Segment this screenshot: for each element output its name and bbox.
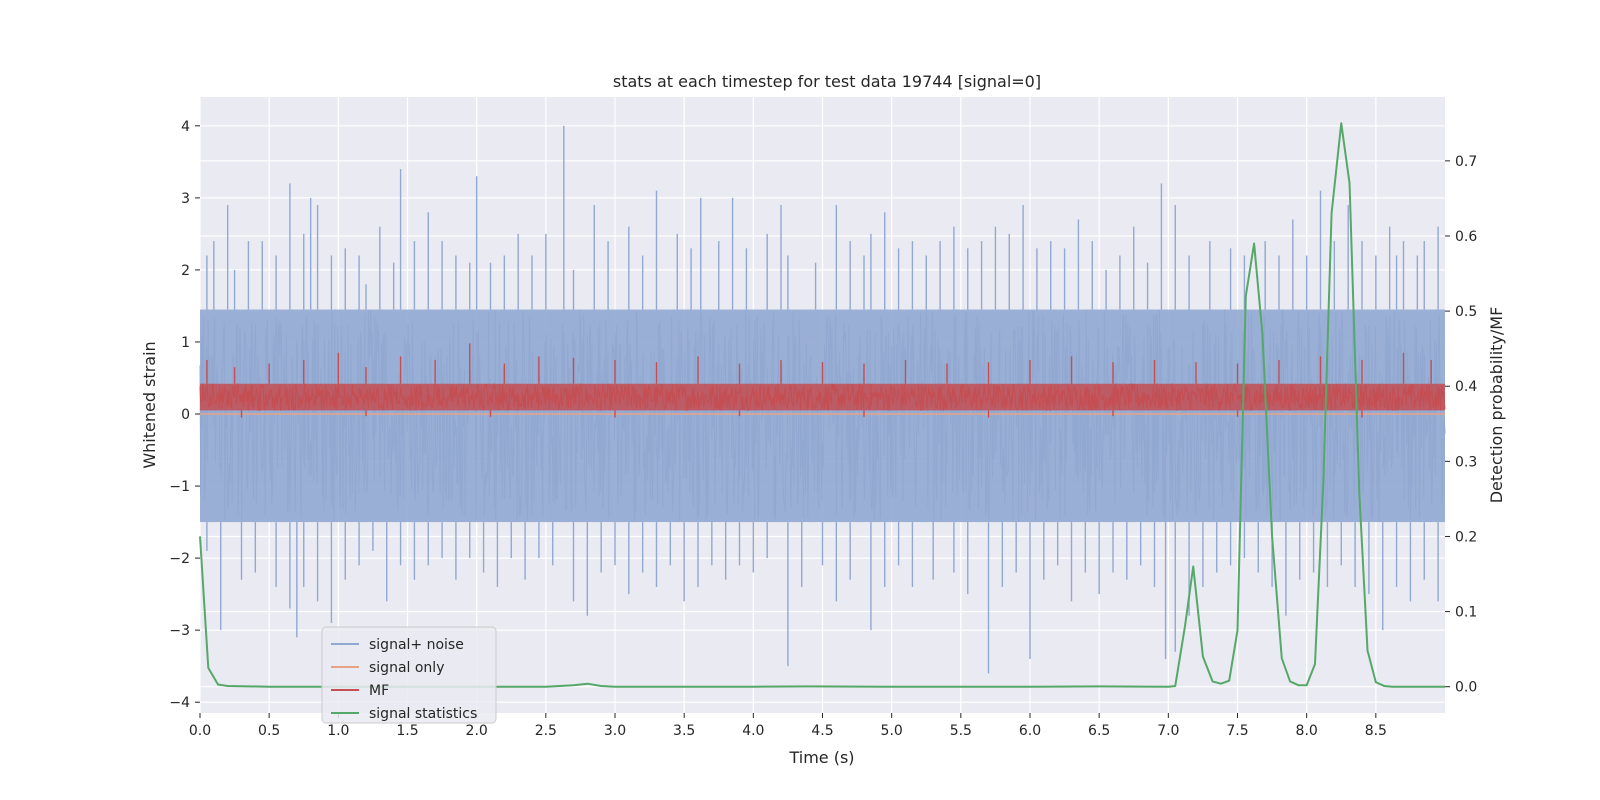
- legend: signal+ noise signal only MF signal statist…: [321, 626, 497, 724]
- y-tick-label: −2: [169, 551, 190, 567]
- x-tick-label: 5.5: [950, 723, 972, 739]
- series-signal-plus-noise: [199, 125, 1446, 674]
- y-tick-label: −3: [169, 623, 190, 639]
- x-tick-label: 5.0: [881, 723, 903, 739]
- legend-label-noise: signal+ noise: [369, 637, 464, 653]
- y2-tick-label: 0.5: [1455, 304, 1477, 320]
- legend-box: [321, 626, 497, 724]
- x-axis-label: Time (s): [788, 748, 854, 767]
- y2-axis-label: Detection probability/MF: [1487, 307, 1506, 504]
- x-tick-label: 4.0: [742, 723, 764, 739]
- x-tick-label: 2.5: [535, 723, 557, 739]
- y2-tick-label: 0.4: [1455, 379, 1477, 395]
- chart-title: stats at each timestep for test data 197…: [613, 72, 1041, 91]
- x-tick-label: 6.0: [1019, 723, 1041, 739]
- y2-tick-label: 0.3: [1455, 454, 1477, 470]
- x-tick-label: 0.0: [189, 723, 211, 739]
- legend-label-mf: MF: [369, 683, 389, 699]
- y2-tick-label: 0.1: [1455, 605, 1477, 621]
- x-tick-label: 4.5: [811, 723, 833, 739]
- mf-trace: [199, 383, 1446, 411]
- y2-tick-label: 0.6: [1455, 229, 1477, 245]
- x-tick-label: 6.5: [1088, 723, 1110, 739]
- series-mf: [199, 343, 1446, 418]
- series-signal-statistics: [199, 122, 1445, 688]
- x-tick-label: 8.0: [1296, 723, 1318, 739]
- x-tick-label: 7.0: [1157, 723, 1179, 739]
- y2-tick-label: 0.2: [1455, 529, 1477, 545]
- y-tick-label: −1: [169, 479, 190, 495]
- y2-tick-label: 0.7: [1455, 154, 1477, 170]
- y-axis-label: Whitened strain: [140, 341, 159, 468]
- y-axis-ticks: 4 3 2 1 0 −1 −2 −3 −4: [169, 119, 200, 711]
- x-tick-label: 2.0: [466, 723, 488, 739]
- y-tick-label: 3: [181, 191, 190, 207]
- x-tick-label: 1.5: [396, 723, 418, 739]
- y-tick-label: 0: [181, 407, 190, 423]
- y2-tick-label: 0.0: [1455, 680, 1477, 696]
- x-tick-label: 3.0: [604, 723, 626, 739]
- x-tick-label: 1.0: [327, 723, 349, 739]
- y-tick-label: 4: [181, 119, 190, 135]
- y-tick-label: −4: [169, 695, 190, 711]
- x-tick-label: 3.5: [673, 723, 695, 739]
- y-tick-label: 2: [181, 263, 190, 279]
- x-tick-label: 8.5: [1365, 723, 1387, 739]
- x-tick-label: 7.5: [1226, 723, 1248, 739]
- signal-statistics-line: [199, 122, 1445, 688]
- y2-axis-ticks: 0.7 0.6 0.5 0.4 0.3 0.2 0.1 0.0: [1445, 154, 1477, 696]
- legend-label-stats: signal statistics: [369, 706, 477, 722]
- legend-label-signal_only: signal only: [369, 660, 444, 676]
- x-tick-label: 0.5: [258, 723, 280, 739]
- y-tick-label: 1: [181, 335, 190, 351]
